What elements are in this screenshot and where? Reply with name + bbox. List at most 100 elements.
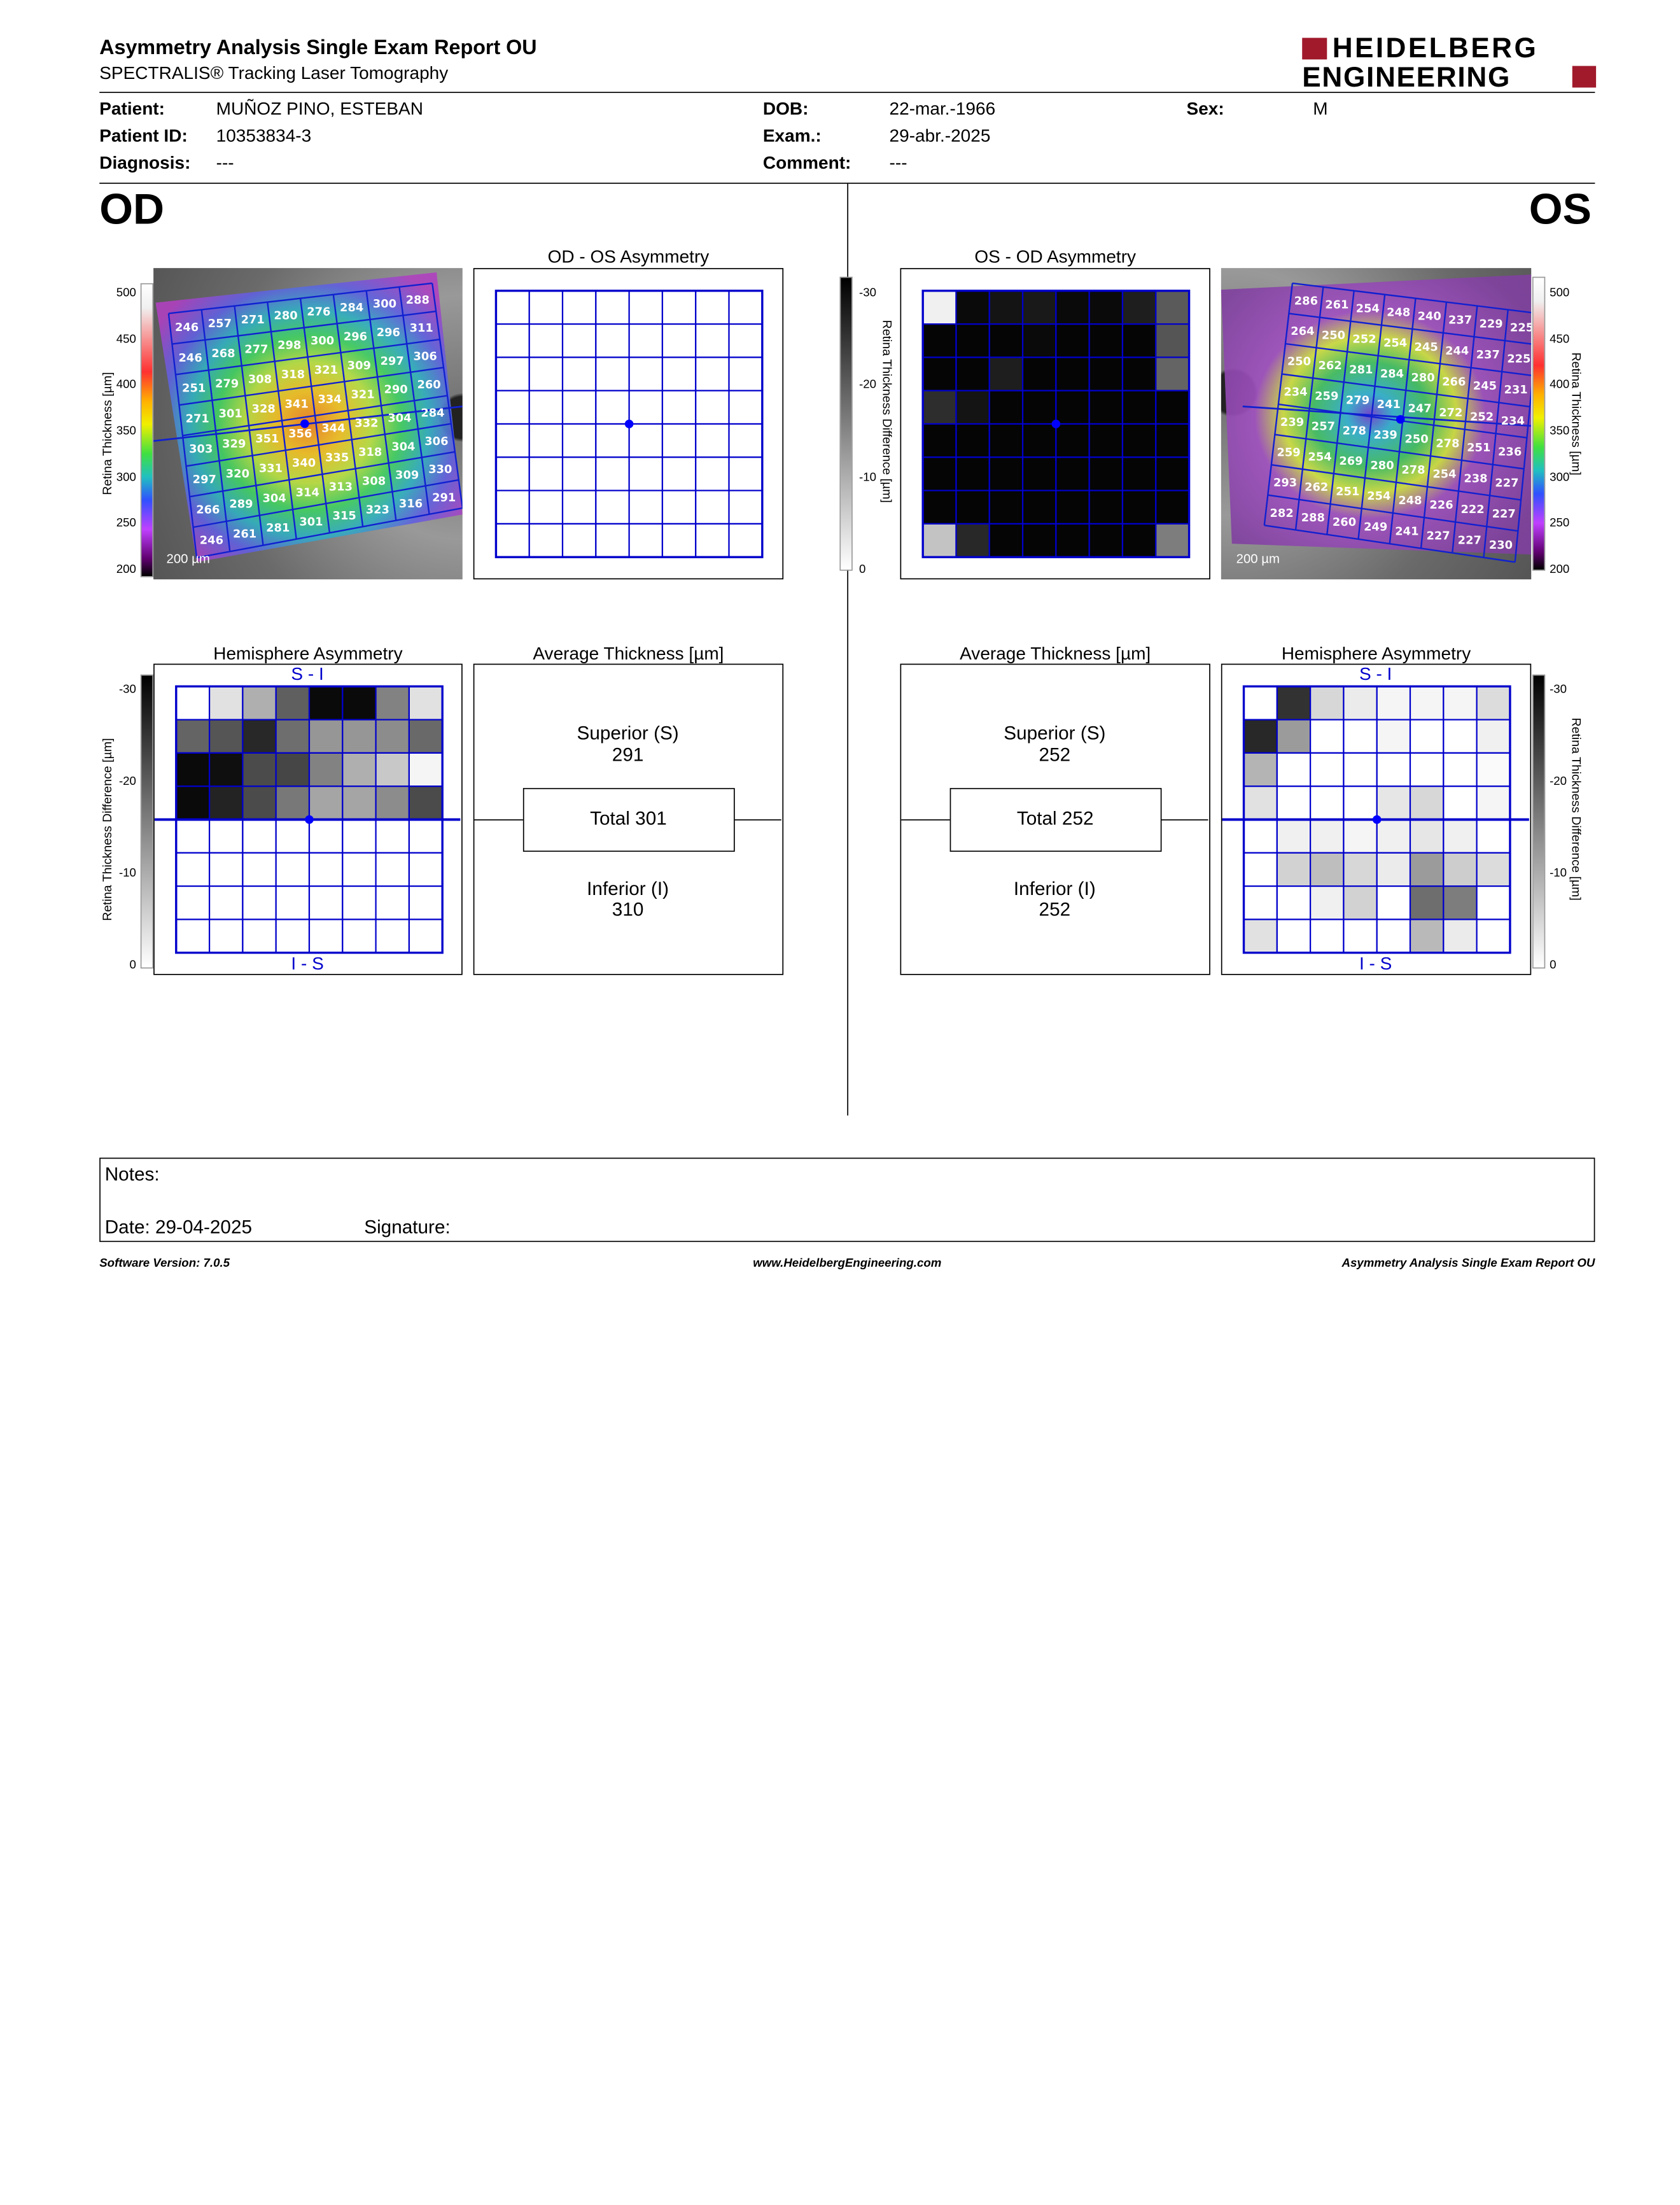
od-hemi-cell: [275, 885, 311, 920]
os-asym-cell: [988, 390, 1024, 425]
od-asym-cell: [528, 423, 564, 458]
od-hemi-cell: [275, 752, 311, 787]
od-thickness-value: 281: [266, 521, 290, 535]
os-hemi-cell: [1476, 852, 1511, 887]
os-superior-value: 252: [1039, 743, 1071, 766]
od-asym-cell: [695, 290, 730, 325]
od-asym-cell: [528, 290, 564, 325]
os-hemi-cell: [1343, 919, 1378, 954]
os-thickness-value: 240: [1418, 310, 1441, 323]
od-asym-cell: [495, 456, 530, 491]
os-asym-cell: [922, 290, 957, 325]
website-url: www.HeidelbergEngineering.com: [753, 1257, 942, 1271]
od-hemi-cell: [408, 819, 444, 854]
od-thickness-value: 277: [244, 343, 268, 356]
os-hemi-title: Hemisphere Asymmetry: [1281, 644, 1471, 664]
os-hemi-cell: [1443, 919, 1478, 954]
os-asym-cell: [922, 423, 957, 458]
od-thickness-value: 311: [410, 321, 433, 335]
od-asym-cell: [495, 356, 530, 391]
od-asym-cell: [628, 356, 664, 391]
od-thickness-value: 304: [263, 491, 286, 505]
od-hemi-cell: [175, 852, 211, 887]
os-asym-cell: [1121, 356, 1157, 391]
os-asym-cell: [1155, 490, 1190, 525]
os-asym-cell: [1088, 523, 1124, 558]
os-thickness-value: 278: [1343, 424, 1366, 437]
od-hemi-cell: [308, 719, 344, 754]
notes-box: Notes: Date: 29-04-2025 Signature:: [99, 1157, 1595, 1243]
od-hemi-cell: [375, 819, 410, 854]
od-thickness-colorbar: [140, 283, 154, 577]
od-thickness-value: 304: [391, 440, 415, 453]
od-thickness-value: 316: [399, 497, 423, 511]
os-hemi-cell: [1376, 819, 1411, 854]
date-label: Date: 29-04-2025: [104, 1216, 253, 1238]
os-thickness-value: 234: [1284, 385, 1307, 398]
os-thickness-value: 252: [1352, 332, 1376, 346]
os-hemi-cell: [1243, 785, 1278, 821]
os-asym-cell: [988, 423, 1024, 458]
od-asym-cell: [528, 390, 564, 425]
os-asym-cell: [1055, 490, 1090, 525]
os-hemi-cell: [1310, 686, 1345, 721]
os-hemi-cell: [1443, 752, 1478, 787]
os-hemi-cell: [1409, 885, 1445, 920]
exam-date: 29-abr.-2025: [889, 126, 991, 146]
os-total-box: Total 252: [949, 787, 1162, 852]
od-thickness-value: 309: [395, 468, 419, 482]
os-thickness-value: 254: [1308, 450, 1331, 463]
od-hemi-cell: [242, 885, 277, 920]
od-asymmetry-panel: [473, 268, 784, 580]
od-asym-cell: [661, 323, 697, 358]
od-hemi-cell: [308, 819, 344, 854]
os-hemisphere-panel: S - I I - S: [1221, 663, 1532, 975]
od-thickness-value: 323: [366, 504, 389, 517]
os-thickness-value: 272: [1439, 406, 1462, 419]
os-hemi-cell: [1310, 752, 1345, 787]
od-thickness-value: 313: [329, 480, 353, 493]
os-asym-cell: [922, 390, 957, 425]
od-hemi-cell: [242, 919, 277, 954]
os-thickness-value: 262: [1305, 481, 1328, 494]
od-asym-cell: [495, 390, 530, 425]
os-asym-cell: [1121, 523, 1157, 558]
os-eye-label: OS: [1529, 186, 1592, 234]
software-version: Software Version: 7.0.5: [99, 1257, 230, 1271]
od-asym-cell: [561, 390, 597, 425]
od-hemi-cell: [408, 719, 444, 754]
od-thickness-value: 309: [347, 359, 371, 372]
od-hemi-cell: [375, 885, 410, 920]
os-hemi-cell: [1476, 752, 1511, 787]
os-hemi-cell: [1443, 719, 1478, 754]
os-hemi-center-dot: [1372, 815, 1382, 824]
od-asym-cell: [695, 423, 730, 458]
os-asym-cell: [1121, 490, 1157, 525]
od-asym-cell: [561, 523, 597, 558]
od-hemi-cell: [275, 819, 311, 854]
od-hemi-cell: [208, 852, 244, 887]
os-thickness-value: 254: [1432, 468, 1456, 481]
os-asym-cell: [1155, 390, 1190, 425]
od-asym-cell: [595, 323, 630, 358]
os-asym-cell: [922, 456, 957, 491]
od-hemi-cell: [342, 885, 377, 920]
od-asym-cell: [595, 490, 630, 525]
os-thickness-value: 262: [1319, 359, 1342, 372]
os-asym-cell: [988, 323, 1024, 358]
od-asym-cell: [561, 323, 597, 358]
os-hemi-cell: [1443, 885, 1478, 920]
os-asym-cell: [1121, 390, 1157, 425]
od-asym-cell: [628, 290, 664, 325]
od-hemi-cell: [175, 919, 211, 954]
od-asym-cell: [628, 323, 664, 358]
os-thickness-value: 259: [1315, 390, 1338, 403]
os-asym-cell: [1021, 456, 1057, 491]
os-thickness-value: 260: [1333, 516, 1356, 529]
od-thickness-value: 284: [340, 301, 363, 314]
os-hemi-cell: [1476, 719, 1511, 754]
od-thickness-value: 296: [377, 326, 400, 339]
od-hemi-cell: [375, 919, 410, 954]
od-hemi-cell: [175, 719, 211, 754]
diagnosis-value: ---: [216, 153, 234, 173]
